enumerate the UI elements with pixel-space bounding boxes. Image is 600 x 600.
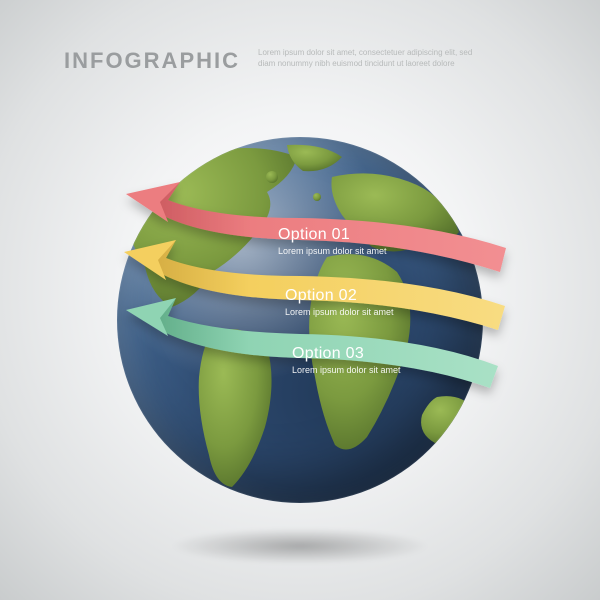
option-2-title: Option 02 (285, 287, 394, 305)
infographic-stage: Option 01 Lorem ipsum dolor sit amet Opt… (0, 0, 600, 600)
ribbon-label-2: Option 02 Lorem ipsum dolor sit amet (285, 287, 394, 317)
option-1-title: Option 01 (278, 226, 387, 244)
option-3-title: Option 03 (292, 345, 401, 363)
ribbon-label-3: Option 03 Lorem ipsum dolor sit amet (292, 345, 401, 375)
option-2-subtitle: Lorem ipsum dolor sit amet (285, 307, 394, 317)
option-1-subtitle: Lorem ipsum dolor sit amet (278, 246, 387, 256)
option-3-subtitle: Lorem ipsum dolor sit amet (292, 365, 401, 375)
ribbon-label-1: Option 01 Lorem ipsum dolor sit amet (278, 226, 387, 256)
